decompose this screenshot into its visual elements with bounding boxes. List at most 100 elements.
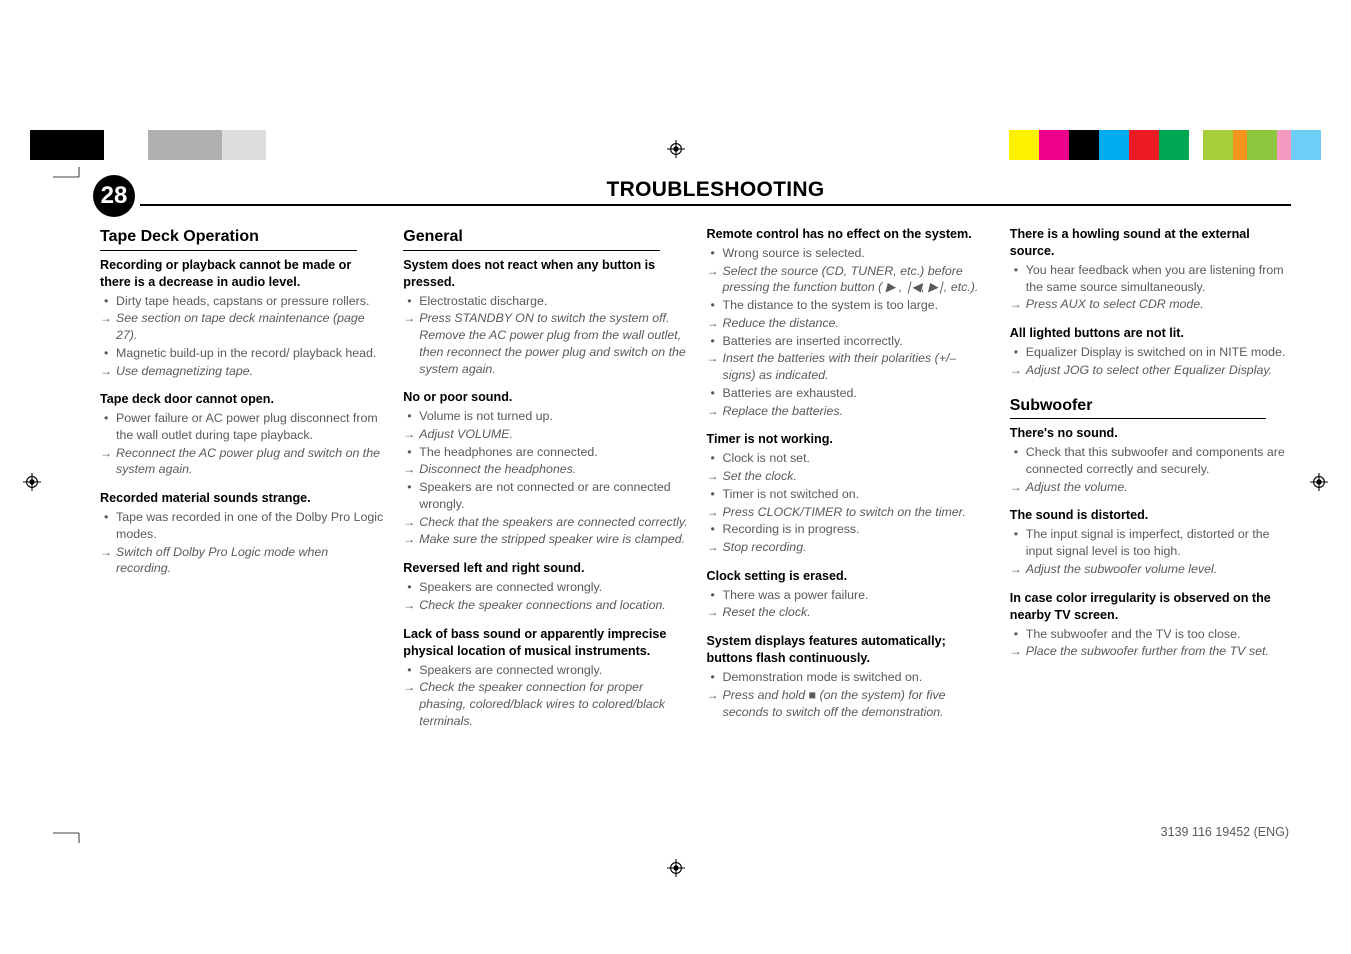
column-3: Remote control has no effect on the syst… <box>707 226 992 734</box>
heading: Remote control has no effect on the syst… <box>707 226 992 243</box>
cause-item: Electrostatic discharge. <box>403 293 688 310</box>
section-title-subwoofer: Subwoofer <box>1010 395 1267 420</box>
color-swatch <box>222 130 236 160</box>
item-list: Dirty tape heads, capstans or pressure r… <box>100 293 385 380</box>
action-item: Select the source (CD, TUNER, etc.) befo… <box>707 263 992 296</box>
action-item: Adjust VOLUME. <box>403 426 688 443</box>
content-columns: Tape Deck Operation Recording or playbac… <box>100 226 1295 734</box>
item-list: Clock is not set.Set the clock.Timer is … <box>707 450 992 555</box>
color-swatch <box>1233 130 1247 160</box>
column-1: Tape Deck Operation Recording or playbac… <box>100 226 385 734</box>
cause-item: Speakers are not connected or are connec… <box>403 479 688 512</box>
registration-mark-right <box>1310 473 1328 491</box>
action-item: Switch off Dolby Pro Logic mode when rec… <box>100 544 385 577</box>
cause-item: Dirty tape heads, capstans or pressure r… <box>100 293 385 310</box>
colorbar-right <box>1009 130 1321 160</box>
registration-mark-top <box>667 140 685 158</box>
action-item: Replace the batteries. <box>707 403 992 420</box>
color-swatch <box>236 130 266 160</box>
page-number-badge: 28 <box>93 175 135 217</box>
action-item: Make sure the stripped speaker wire is c… <box>403 531 688 548</box>
item-list: Electrostatic discharge.Press STANDBY ON… <box>403 293 688 378</box>
heading: In case color irregularity is observed o… <box>1010 590 1295 624</box>
action-item: Insert the batteries with their polariti… <box>707 350 992 383</box>
heading: Timer is not working. <box>707 431 992 448</box>
color-swatch <box>118 130 148 160</box>
heading: No or poor sound. <box>403 389 688 406</box>
color-swatch <box>1039 130 1069 160</box>
color-swatch <box>1069 130 1099 160</box>
action-item: Press and hold ■ (on the system) for fiv… <box>707 687 992 720</box>
item-list: Demonstration mode is switched on.Press … <box>707 669 992 720</box>
heading: The sound is distorted. <box>1010 507 1295 524</box>
action-item: Use demagnetizing tape. <box>100 363 385 380</box>
cause-item: Demonstration mode is switched on. <box>707 669 992 686</box>
item-list: Speakers are connected wrongly.Check the… <box>403 579 688 613</box>
item-list: You hear feedback when you are listening… <box>1010 262 1295 313</box>
color-swatch <box>74 130 104 160</box>
section-title-tape-deck: Tape Deck Operation <box>100 226 357 251</box>
heading: Reversed left and right sound. <box>403 560 688 577</box>
color-swatch <box>1291 130 1321 160</box>
action-item: Check the speaker connections and locati… <box>403 597 688 614</box>
action-item: Adjust the subwoofer volume level. <box>1010 561 1295 578</box>
cause-item: The subwoofer and the TV is too close. <box>1010 626 1295 643</box>
color-swatch <box>162 130 192 160</box>
color-swatch <box>1159 130 1189 160</box>
cause-item: Speakers are connected wrongly. <box>403 662 688 679</box>
cause-item: Check that this subwoofer and components… <box>1010 444 1295 477</box>
heading: All lighted buttons are not lit. <box>1010 325 1295 342</box>
item-list: Speakers are connected wrongly.Check the… <box>403 662 688 730</box>
action-item: Reduce the distance. <box>707 315 992 332</box>
color-swatch <box>44 130 74 160</box>
cause-item: Timer is not switched on. <box>707 486 992 503</box>
heading: Recording or playback cannot be made or … <box>100 257 385 291</box>
cause-item: Wrong source is selected. <box>707 245 992 262</box>
color-swatch <box>1009 130 1039 160</box>
cause-item: The headphones are connected. <box>403 444 688 461</box>
item-list: The input signal is imperfect, distorted… <box>1010 526 1295 577</box>
crop-mark-bottom-left <box>53 807 89 848</box>
action-item: Place the subwoofer further from the TV … <box>1010 643 1295 660</box>
cause-item: Tape was recorded in one of the Dolby Pr… <box>100 509 385 542</box>
item-list: The subwoofer and the TV is too close.Pl… <box>1010 626 1295 660</box>
color-swatch <box>104 130 118 160</box>
heading: System displays features automatically; … <box>707 633 992 667</box>
heading: Lack of bass sound or apparently impreci… <box>403 626 688 660</box>
action-item: Stop recording. <box>707 539 992 556</box>
color-swatch <box>1277 130 1291 160</box>
item-list: Wrong source is selected.Select the sour… <box>707 245 992 419</box>
cause-item: Equalizer Display is switched on in NITE… <box>1010 344 1295 361</box>
cause-item: Recording is in progress. <box>707 521 992 538</box>
color-swatch <box>1247 130 1277 160</box>
action-item: Disconnect the headphones. <box>403 461 688 478</box>
cause-item: Batteries are inserted incorrectly. <box>707 333 992 350</box>
action-item: Press CLOCK/TIMER to switch on the timer… <box>707 504 992 521</box>
color-swatch <box>148 130 162 160</box>
item-list: Check that this subwoofer and components… <box>1010 444 1295 495</box>
cause-item: Magnetic build-up in the record/ playbac… <box>100 345 385 362</box>
cause-item: Power failure or AC power plug disconnec… <box>100 410 385 443</box>
cause-item: Speakers are connected wrongly. <box>403 579 688 596</box>
header-rule <box>140 204 1291 206</box>
heading: Recorded material sounds strange. <box>100 490 385 507</box>
colorbar-left <box>30 130 266 160</box>
action-item: Reconnect the AC power plug and switch o… <box>100 445 385 478</box>
color-swatch <box>30 130 44 160</box>
page-title: TROUBLESHOOTING <box>140 178 1291 202</box>
cause-item: Batteries are exhausted. <box>707 385 992 402</box>
action-item: Adjust the volume. <box>1010 479 1295 496</box>
action-item: Check that the speakers are connected co… <box>403 514 688 531</box>
crop-mark-top-left <box>53 167 89 208</box>
cause-item: You hear feedback when you are listening… <box>1010 262 1295 295</box>
color-swatch <box>1189 130 1203 160</box>
heading: Clock setting is erased. <box>707 568 992 585</box>
cause-item: The distance to the system is too large. <box>707 297 992 314</box>
column-4: There is a howling sound at the external… <box>1010 226 1295 734</box>
cause-item: There was a power failure. <box>707 587 992 604</box>
column-2: General System does not react when any b… <box>403 226 688 734</box>
color-swatch <box>192 130 222 160</box>
item-list: Power failure or AC power plug disconnec… <box>100 410 385 478</box>
color-swatch <box>1099 130 1129 160</box>
registration-mark-bottom <box>667 859 685 877</box>
